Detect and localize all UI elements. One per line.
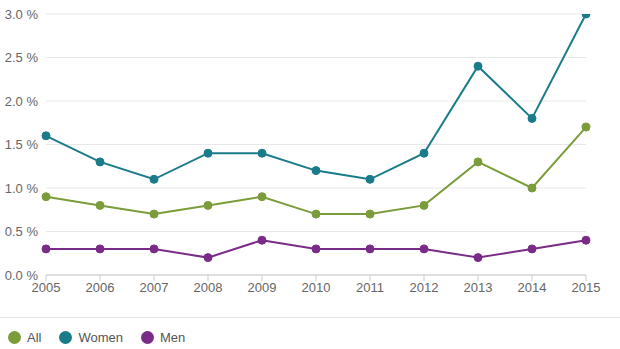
svg-text:1.5 %: 1.5 %: [8, 137, 38, 152]
svg-text:0.5 %: 0.5 %: [8, 224, 38, 239]
html-text:Women: Women: [78, 330, 123, 345]
svg-text:2014: 2014: [518, 280, 547, 295]
svg-text:1.0 %: 1.0 %: [8, 181, 38, 196]
svg-text:2007: 2007: [140, 280, 169, 295]
svg-text:2005: 2005: [31, 280, 61, 296]
svg-text:2011: 2011: [356, 280, 384, 295]
svg-text:2.5 %: 2.5 %: [8, 50, 38, 65]
svg-text:0.0 %: 0.0 %: [8, 268, 38, 283]
svg-text:2013: 2013: [464, 280, 493, 295]
svg-text:2015: 2015: [572, 280, 601, 295]
svg-text:2012: 2012: [410, 280, 439, 295]
svg-text:2009: 2009: [248, 280, 277, 295]
svg-text:2008: 2008: [194, 280, 223, 295]
svg-text:3.0 %: 3.0 %: [8, 7, 38, 22]
html-text:All: All: [27, 330, 42, 345]
svg-text:2.0 %: 2.0 %: [8, 94, 38, 109]
html-text:Men: Men: [160, 330, 186, 345]
svg-text:2006: 2006: [86, 280, 115, 295]
svg-text:2010: 2010: [302, 280, 331, 295]
